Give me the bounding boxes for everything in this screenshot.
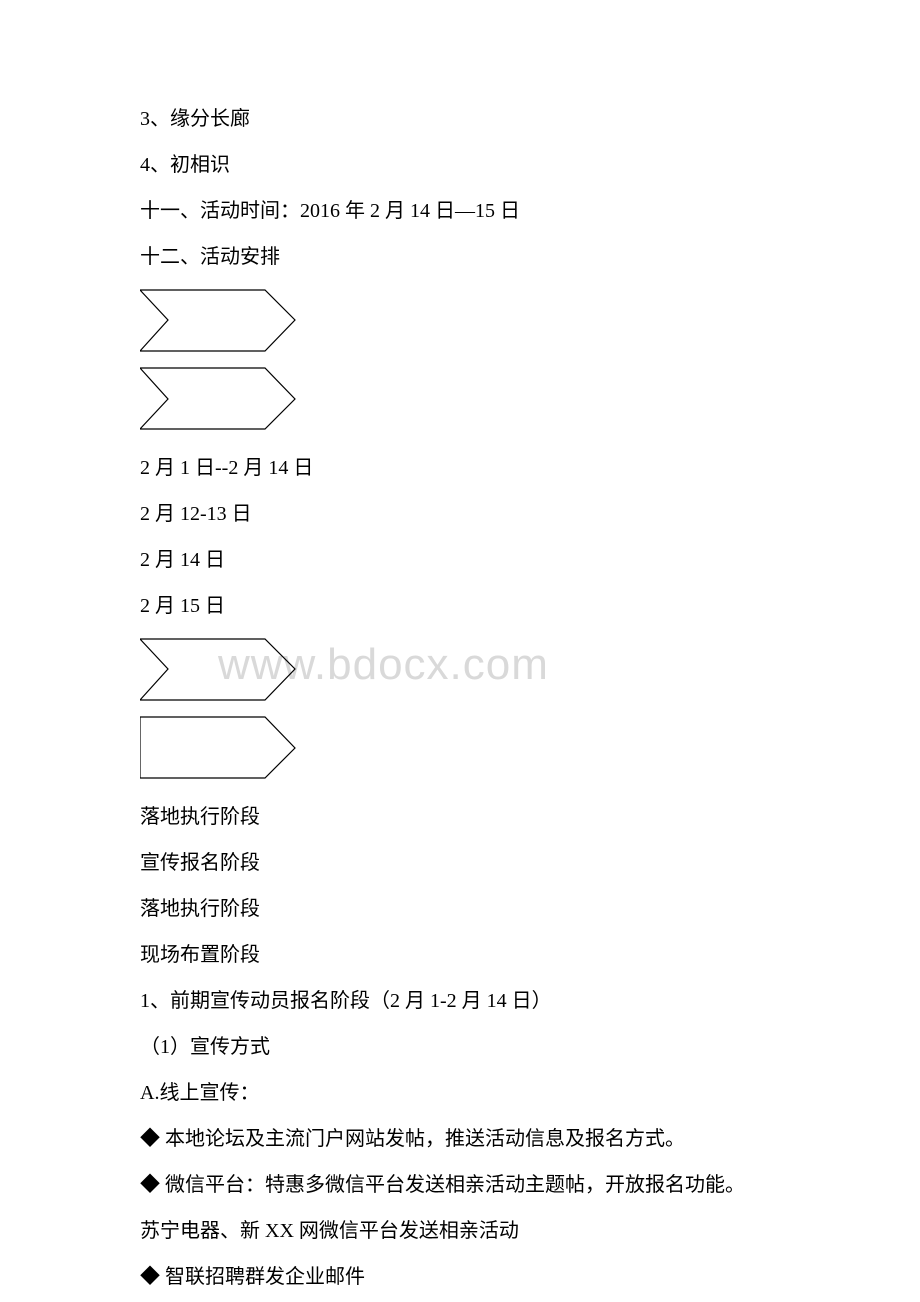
text-line: 2 月 14 日	[140, 546, 780, 574]
text-line: 2 月 12-13 日	[140, 500, 780, 528]
text-line: ◆ 智联招聘群发企业邮件	[140, 1263, 780, 1291]
text-line: （1）宣传方式	[140, 1033, 780, 1061]
text-line: 现场布置阶段	[140, 941, 780, 969]
text-line: ◆ 本地论坛及主流门户网站发帖，推送活动信息及报名方式。	[140, 1125, 780, 1153]
chevron-group-2	[140, 638, 780, 793]
text-line: 落地执行阶段	[140, 895, 780, 923]
chevron-pentagon-svg	[140, 638, 325, 788]
text-line: 苏宁电器、新 XX 网微信平台发送相亲活动	[140, 1217, 780, 1245]
text-line: 4、初相识	[140, 151, 780, 179]
text-line: 1、前期宣传动员报名阶段（2 月 1-2 月 14 日）	[140, 987, 780, 1015]
text-line: 落地执行阶段	[140, 803, 780, 831]
document-body: 3、缘分长廊 4、初相识 十一、活动时间：2016 年 2 月 14 日—15 …	[140, 105, 780, 1291]
text-line: 2 月 1 日--2 月 14 日	[140, 454, 780, 482]
text-line: 2 月 15 日	[140, 592, 780, 620]
text-line: 十二、活动安排	[140, 243, 780, 271]
text-line: 十一、活动时间：2016 年 2 月 14 日—15 日	[140, 197, 780, 225]
text-line: ◆ 微信平台：特惠多微信平台发送相亲活动主题帖，开放报名功能。	[140, 1171, 780, 1199]
chevron-group-1	[140, 289, 780, 444]
text-line: 3、缘分长廊	[140, 105, 780, 133]
chevron-svg	[140, 289, 325, 439]
text-line: A.线上宣传：	[140, 1079, 780, 1107]
text-line: 宣传报名阶段	[140, 849, 780, 877]
